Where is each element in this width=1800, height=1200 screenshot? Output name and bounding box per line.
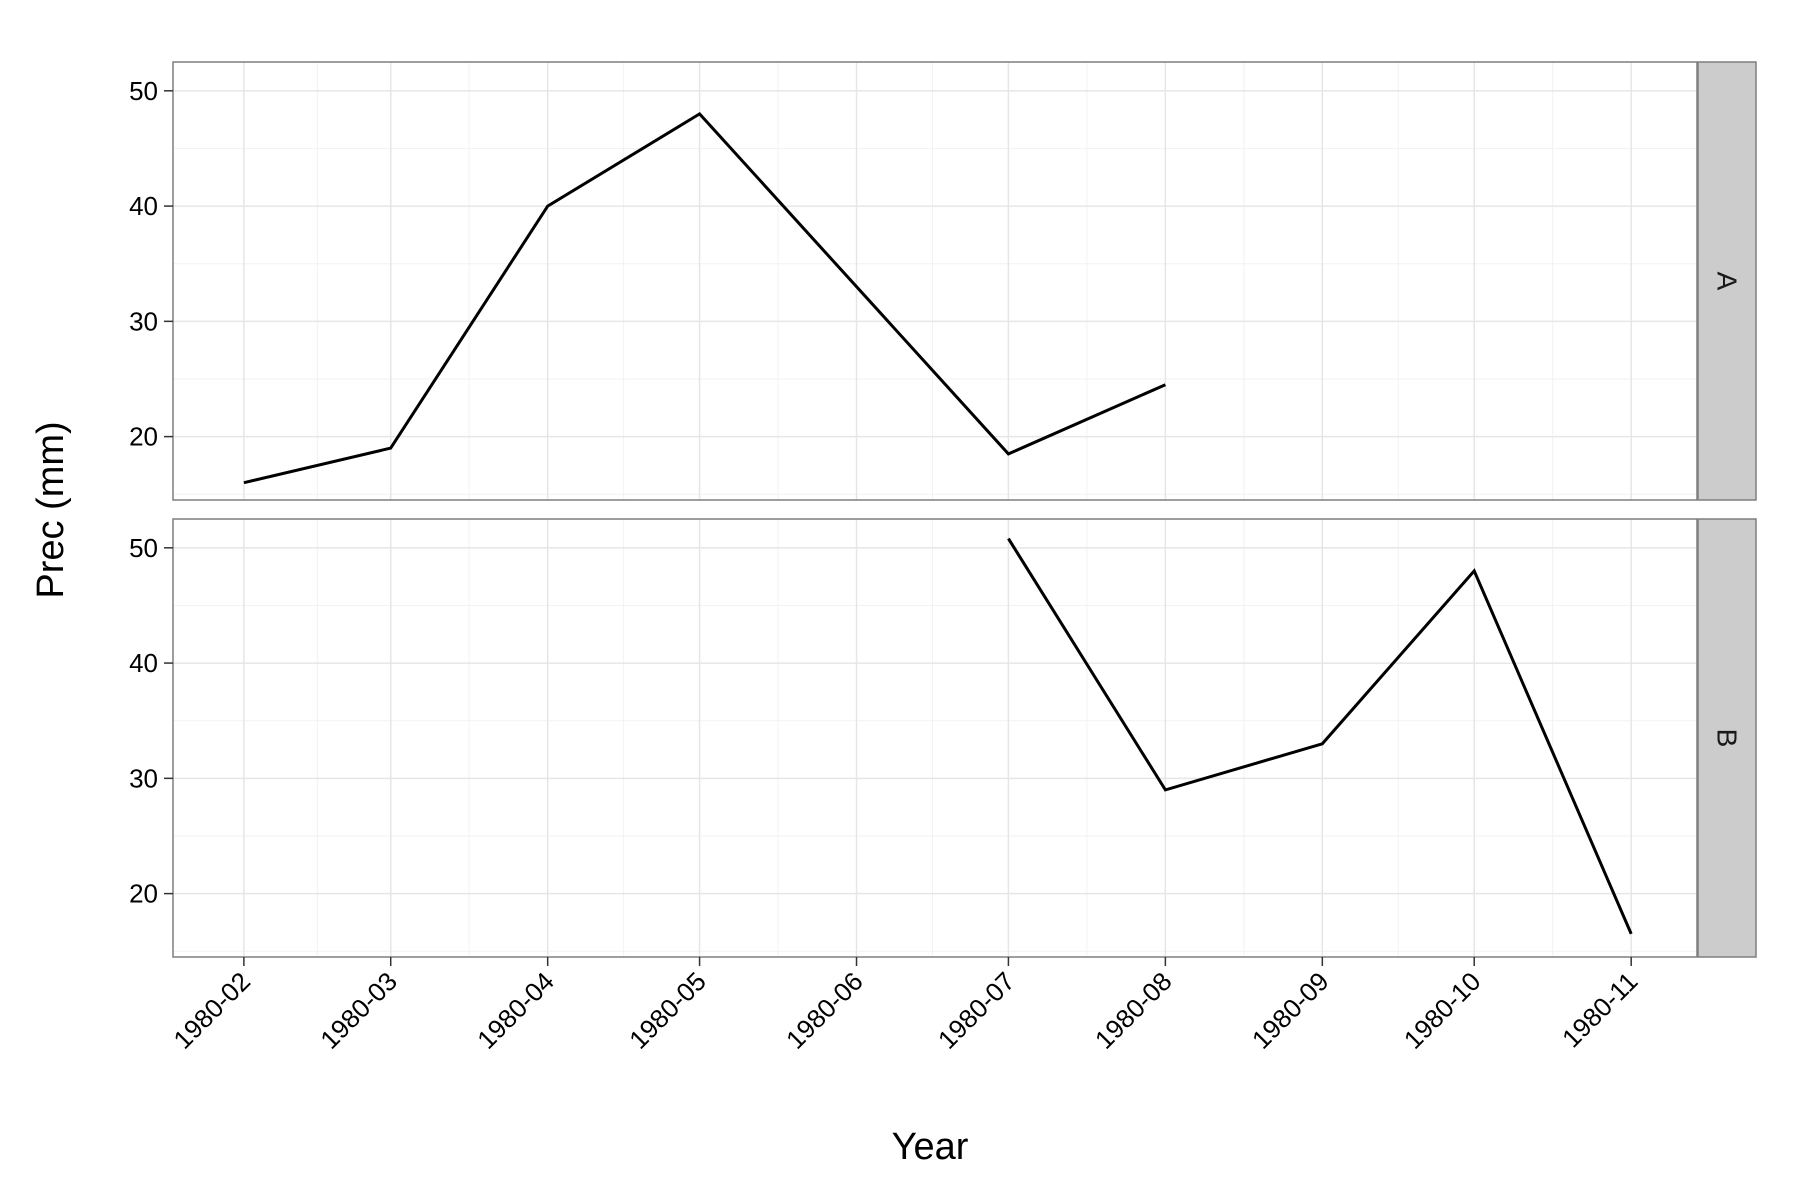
y-tick-label: 50 — [129, 533, 158, 563]
x-tick-label: 1980-08 — [1089, 966, 1178, 1055]
facet-panel-b: 20 30 40 50 B — [129, 518, 1757, 958]
panel-background — [173, 519, 1697, 957]
y-tick-label: 30 — [129, 306, 158, 336]
facet-strip-label: B — [1712, 729, 1743, 748]
x-tick-label: 1980-04 — [471, 966, 560, 1055]
y-tick-label: 40 — [129, 191, 158, 221]
x-axis: 1980-02 1980-03 1980-04 1980-05 1980-06 1980-… — [167, 957, 1643, 1055]
facet-strip — [1697, 518, 1757, 958]
x-tick-label: 1980-03 — [314, 966, 403, 1055]
x-tick-label: 1980-02 — [167, 966, 256, 1055]
panels-layer: 20 30 40 50 A 20 30 40 50 B — [129, 61, 1757, 958]
x-tick-label: 1980-09 — [1246, 966, 1335, 1055]
x-tick-label: 1980-10 — [1398, 966, 1487, 1055]
panel-background — [173, 62, 1697, 500]
y-axis-title: Prec (mm) — [30, 421, 72, 598]
x-tick-label: 1980-11 — [1556, 966, 1643, 1053]
facet-strip — [1697, 61, 1757, 501]
y-tick-label: 20 — [129, 422, 158, 452]
x-tick-label: 1980-07 — [932, 966, 1021, 1055]
facet-strip-label: A — [1712, 272, 1743, 291]
x-tick-label: 1980-06 — [780, 966, 869, 1055]
series-line-b — [1007, 537, 1633, 935]
x-tick-label: 1980-05 — [623, 966, 712, 1055]
y-tick-label: 50 — [129, 76, 158, 106]
facet-panel-a: 20 30 40 50 A — [129, 61, 1757, 501]
y-tick-label: 30 — [129, 763, 158, 793]
series-line-a — [243, 111, 1167, 485]
panel-border — [172, 61, 1698, 501]
x-axis-title: Year — [892, 1126, 969, 1168]
y-tick-label: 20 — [129, 879, 158, 909]
panel-border — [172, 518, 1698, 958]
y-tick-label: 40 — [129, 648, 158, 678]
